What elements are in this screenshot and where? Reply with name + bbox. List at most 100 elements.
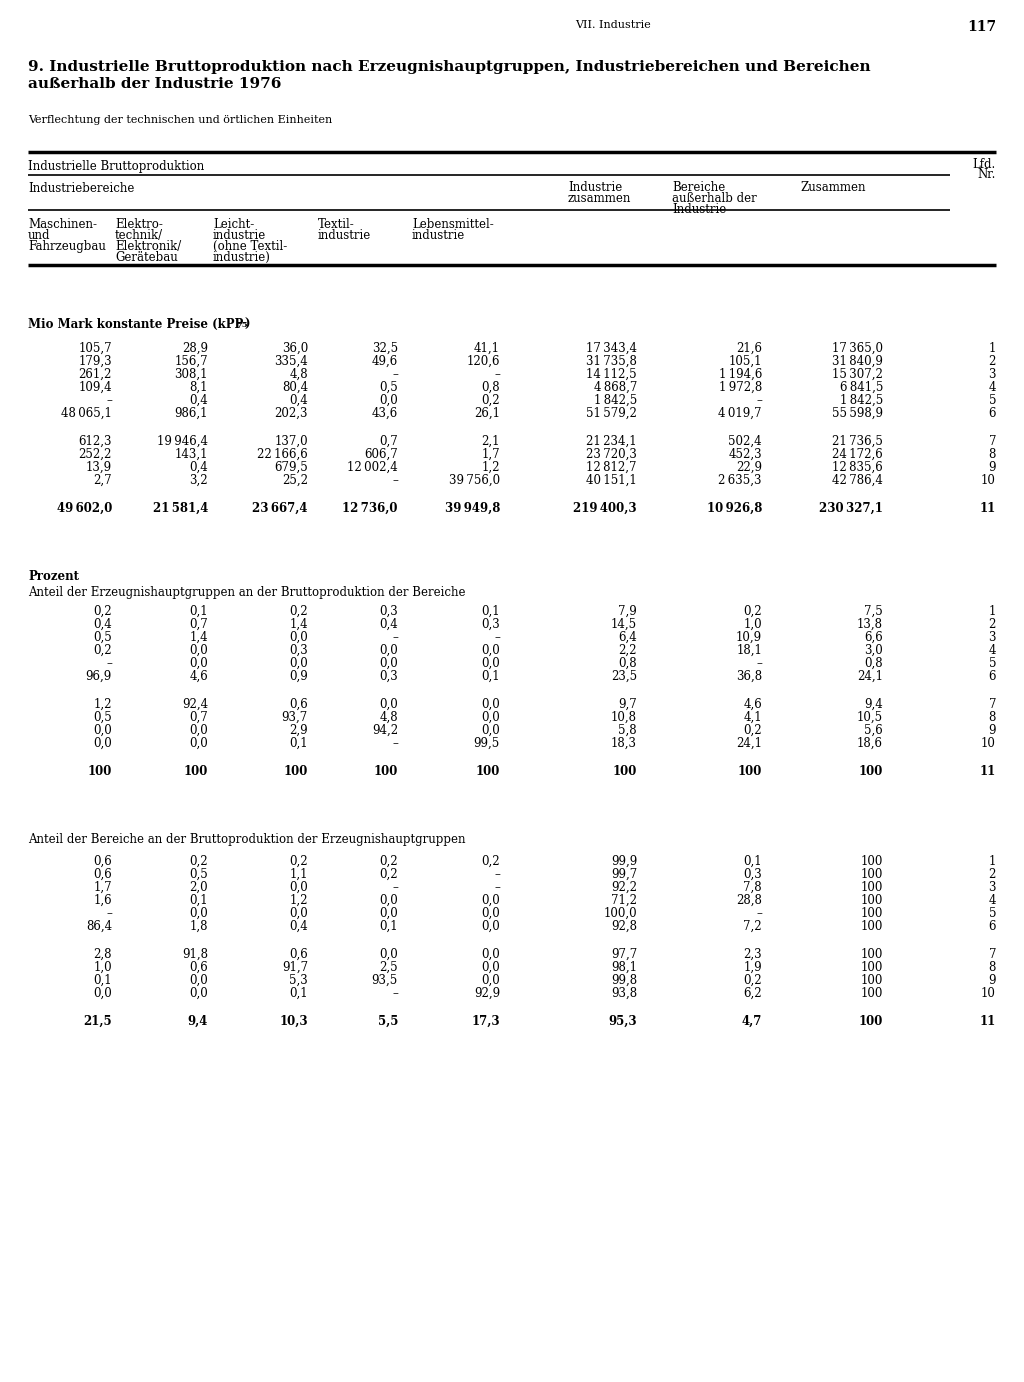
- Text: 100: 100: [860, 974, 883, 987]
- Text: 986,1: 986,1: [174, 408, 208, 420]
- Text: 5: 5: [988, 394, 996, 408]
- Text: 219 400,3: 219 400,3: [573, 502, 637, 515]
- Text: 4,6: 4,6: [743, 698, 762, 710]
- Text: –: –: [392, 880, 398, 894]
- Text: 0,0: 0,0: [93, 737, 112, 750]
- Text: 93,5: 93,5: [372, 974, 398, 987]
- Text: 1,2: 1,2: [290, 894, 308, 907]
- Text: 95,3: 95,3: [608, 1014, 637, 1028]
- Text: 3: 3: [988, 880, 996, 894]
- Text: 15 307,2: 15 307,2: [833, 368, 883, 381]
- Text: 48 065,1: 48 065,1: [61, 408, 112, 420]
- Text: 28,9: 28,9: [182, 341, 208, 355]
- Text: 4,8: 4,8: [290, 368, 308, 381]
- Text: 12 812,7: 12 812,7: [587, 462, 637, 474]
- Text: 7: 7: [988, 435, 996, 448]
- Text: 12 736,0: 12 736,0: [342, 502, 398, 515]
- Text: 100: 100: [860, 868, 883, 880]
- Text: Leicht-: Leicht-: [213, 218, 254, 231]
- Text: 0,0: 0,0: [189, 974, 208, 987]
- Text: 2,3: 2,3: [743, 948, 762, 960]
- Text: 0,0: 0,0: [289, 907, 308, 920]
- Text: 14,5: 14,5: [611, 618, 637, 632]
- Text: 0,5: 0,5: [93, 632, 112, 644]
- Text: Elektro-: Elektro-: [115, 218, 163, 231]
- Text: 0,0: 0,0: [189, 987, 208, 1001]
- Text: 12 002,4: 12 002,4: [347, 462, 398, 474]
- Text: 100: 100: [860, 920, 883, 933]
- Text: 0,4: 0,4: [189, 394, 208, 408]
- Text: 41,1: 41,1: [474, 341, 500, 355]
- Text: 0,4: 0,4: [93, 618, 112, 632]
- Text: 21,5: 21,5: [83, 1014, 112, 1028]
- Text: 0,2: 0,2: [189, 855, 208, 868]
- Text: 40 151,1: 40 151,1: [587, 474, 637, 486]
- Text: Industrie: Industrie: [568, 181, 623, 193]
- Text: 4: 4: [988, 644, 996, 656]
- Text: –: –: [495, 368, 500, 381]
- Text: Maschinen-: Maschinen-: [28, 218, 97, 231]
- Text: 0,1: 0,1: [189, 894, 208, 907]
- Text: 18,6: 18,6: [857, 737, 883, 750]
- Text: 24,1: 24,1: [736, 737, 762, 750]
- Text: 0,1: 0,1: [481, 670, 500, 683]
- Text: 9: 9: [988, 462, 996, 474]
- Text: –: –: [756, 656, 762, 670]
- Text: 0,0: 0,0: [379, 644, 398, 656]
- Text: 49 602,0: 49 602,0: [56, 502, 112, 515]
- Text: 1,4: 1,4: [290, 618, 308, 632]
- Text: 21 736,5: 21 736,5: [833, 435, 883, 448]
- Text: 18,3: 18,3: [611, 737, 637, 750]
- Text: 23 667,4: 23 667,4: [253, 502, 308, 515]
- Text: 8: 8: [988, 960, 996, 974]
- Text: 28,8: 28,8: [736, 894, 762, 907]
- Text: 1,6: 1,6: [93, 894, 112, 907]
- Text: 0,7: 0,7: [189, 710, 208, 724]
- Text: 6,6: 6,6: [864, 632, 883, 644]
- Text: industrie: industrie: [318, 229, 372, 242]
- Text: 8: 8: [988, 448, 996, 462]
- Text: 9,7: 9,7: [618, 698, 637, 710]
- Text: 4,1: 4,1: [743, 710, 762, 724]
- Text: 4: 4: [988, 381, 996, 394]
- Text: 0,0: 0,0: [481, 974, 500, 987]
- Text: 0,0: 0,0: [93, 724, 112, 737]
- Text: industrie: industrie: [213, 229, 266, 242]
- Text: 4 868,7: 4 868,7: [594, 381, 637, 394]
- Text: 0,2: 0,2: [743, 974, 762, 987]
- Text: 93,8: 93,8: [611, 987, 637, 1001]
- Text: 97,7: 97,7: [610, 948, 637, 960]
- Text: 0,0: 0,0: [379, 894, 398, 907]
- Text: 261,2: 261,2: [79, 368, 112, 381]
- Text: 100: 100: [860, 960, 883, 974]
- Text: 0,0: 0,0: [189, 656, 208, 670]
- Text: 0,0: 0,0: [481, 644, 500, 656]
- Text: 0,0: 0,0: [481, 710, 500, 724]
- Text: 10: 10: [981, 737, 996, 750]
- Text: 0,6: 0,6: [289, 698, 308, 710]
- Text: 99,9: 99,9: [610, 855, 637, 868]
- Text: 3,0: 3,0: [864, 644, 883, 656]
- Text: 9: 9: [988, 724, 996, 737]
- Text: 0,0: 0,0: [289, 632, 308, 644]
- Text: 0,9: 0,9: [289, 670, 308, 683]
- Text: 0,6: 0,6: [93, 868, 112, 880]
- Text: 6,2: 6,2: [743, 987, 762, 1001]
- Text: 1,1: 1,1: [290, 868, 308, 880]
- Text: 19 946,4: 19 946,4: [157, 435, 208, 448]
- Text: 10,5: 10,5: [857, 710, 883, 724]
- Text: 7: 7: [988, 698, 996, 710]
- Text: 0,4: 0,4: [289, 920, 308, 933]
- Text: 0,0: 0,0: [379, 907, 398, 920]
- Text: 75: 75: [236, 321, 248, 329]
- Text: 42 786,4: 42 786,4: [833, 474, 883, 486]
- Text: 6: 6: [988, 670, 996, 683]
- Text: Bereiche: Bereiche: [672, 181, 725, 193]
- Text: 21 581,4: 21 581,4: [153, 502, 208, 515]
- Text: 13,9: 13,9: [86, 462, 112, 474]
- Text: 49,6: 49,6: [372, 355, 398, 368]
- Text: 2,5: 2,5: [379, 960, 398, 974]
- Text: 156,7: 156,7: [174, 355, 208, 368]
- Text: 0,2: 0,2: [379, 855, 398, 868]
- Text: 0,1: 0,1: [189, 605, 208, 618]
